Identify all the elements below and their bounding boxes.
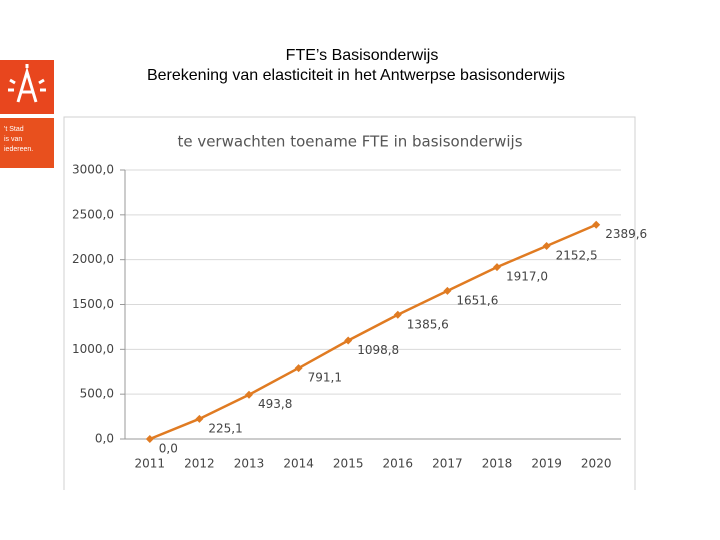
y-tick-label: 2500,0 — [72, 207, 114, 221]
x-tick-label: 2014 — [283, 457, 314, 471]
slide-subtitle: Berekening van elasticiteit in het Antwe… — [147, 67, 565, 84]
data-label: 2152,5 — [556, 248, 598, 262]
y-tick-label: 1500,0 — [72, 297, 114, 311]
y-tick-label: 1000,0 — [72, 342, 114, 356]
data-marker — [245, 390, 253, 399]
logo-a — [8, 64, 46, 103]
data-marker — [443, 286, 452, 295]
data-marker — [294, 364, 303, 373]
data-label: 791,1 — [308, 371, 342, 385]
data-marker — [592, 220, 601, 229]
x-tick-label: 2011 — [135, 457, 166, 471]
data-line — [149, 223, 597, 441]
logo-tag-bg — [0, 118, 54, 168]
x-tick-label: 2019 — [531, 457, 562, 471]
y-tick-label: 500,0 — [80, 387, 114, 401]
slide-title: FTE’s Basisonderwijs — [286, 47, 439, 64]
data-label: 1651,6 — [456, 293, 498, 307]
data-marker — [145, 435, 154, 443]
logo-tagline: iedereen. — [4, 146, 33, 153]
logo-tagline: is van — [4, 136, 22, 143]
y-tick-label: 3000,0 — [72, 163, 114, 177]
y-tick-label: 2000,0 — [72, 252, 114, 266]
data-label: 1917,0 — [506, 270, 548, 284]
data-label: 0,0 — [159, 442, 178, 456]
data-marker — [393, 310, 402, 319]
x-tick-label: 2012 — [184, 457, 215, 471]
x-tick-label: 2018 — [482, 457, 513, 471]
x-tick-label: 2016 — [383, 457, 414, 471]
chart-frame — [63, 116, 636, 490]
y-tick-label: 0,0 — [95, 432, 114, 446]
data-marker — [344, 336, 353, 345]
x-tick-label: 2015 — [333, 457, 364, 471]
logo-tagline: 't Stad — [4, 126, 24, 133]
data-label: 2389,6 — [605, 227, 647, 241]
data-marker — [195, 414, 204, 423]
data-label: 225,1 — [208, 421, 242, 435]
chart-title: te verwachten toename FTE in basisonderw… — [177, 133, 522, 151]
x-tick-label: 2017 — [432, 457, 463, 471]
data-label: 493,8 — [258, 397, 292, 411]
data-label: 1098,8 — [357, 343, 399, 357]
data-marker — [542, 241, 551, 250]
data-marker — [493, 263, 501, 272]
x-tick-label: 2013 — [234, 457, 265, 471]
data-label: 1385,6 — [407, 317, 449, 331]
x-tick-label: 2020 — [581, 457, 612, 471]
